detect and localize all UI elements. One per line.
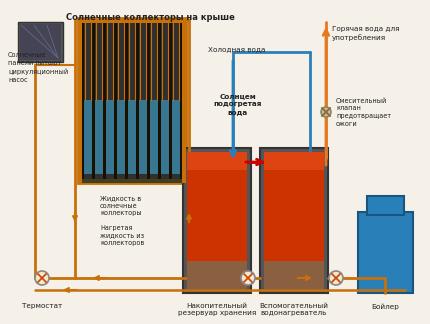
Bar (78, 18, 186, 183)
Bar (139, 100, 147, 174)
Bar (106, 100, 114, 174)
Bar (150, 22, 158, 179)
Bar (106, 22, 114, 179)
Bar (84, 100, 92, 174)
Bar (367, 196, 404, 215)
Bar (117, 100, 125, 174)
Bar (182, 18, 186, 183)
Bar (20, 24, 61, 60)
Bar (150, 100, 158, 174)
Text: Солнечные
панели питают
циркуляционный
насос: Солнечные панели питают циркуляционный н… (8, 52, 68, 83)
Text: Холодная вода: Холодная вода (208, 46, 265, 52)
Bar (84, 22, 92, 179)
Circle shape (241, 271, 255, 285)
Bar (18, 22, 63, 62)
Text: Смесительный
клапан
предотвращает
ожоги: Смесительный клапан предотвращает ожоги (336, 98, 391, 126)
Bar (358, 212, 413, 293)
Bar (161, 22, 169, 179)
Bar (187, 152, 247, 289)
Bar (187, 152, 247, 170)
Bar (78, 18, 186, 23)
Bar (139, 22, 147, 179)
Bar (172, 100, 180, 174)
Text: Термостат: Термостат (22, 303, 62, 309)
Bar (264, 152, 324, 289)
Text: Солнцем
подогретая
вода: Солнцем подогретая вода (214, 93, 262, 115)
Bar (128, 22, 136, 179)
Bar (172, 22, 180, 179)
Bar (117, 22, 125, 179)
Bar (260, 148, 328, 293)
Circle shape (35, 271, 49, 285)
Bar (95, 100, 103, 174)
Text: Жидкость в
солнечные
коллекторы: Жидкость в солнечные коллекторы (100, 195, 141, 216)
Bar (78, 18, 82, 183)
Bar (78, 179, 186, 183)
Text: Нагретая
жидкость из
коллекторов: Нагретая жидкость из коллекторов (100, 225, 144, 246)
Text: Солнечные коллекторы на крыше: Солнечные коллекторы на крыше (65, 13, 234, 22)
Text: Накопительный
резервуар хранения: Накопительный резервуар хранения (178, 303, 256, 317)
Text: Горячая вода для
употребления: Горячая вода для употребления (332, 26, 399, 40)
Bar (187, 261, 247, 289)
Text: Бойлер: Бойлер (371, 303, 399, 309)
Text: Вспомогательный
водонагреватель: Вспомогательный водонагреватель (259, 303, 329, 317)
Circle shape (329, 271, 343, 285)
Bar (264, 261, 324, 289)
Bar (161, 100, 169, 174)
Bar (183, 148, 251, 293)
Bar (264, 152, 324, 170)
Bar (128, 100, 136, 174)
Bar (95, 22, 103, 179)
Circle shape (321, 107, 331, 117)
